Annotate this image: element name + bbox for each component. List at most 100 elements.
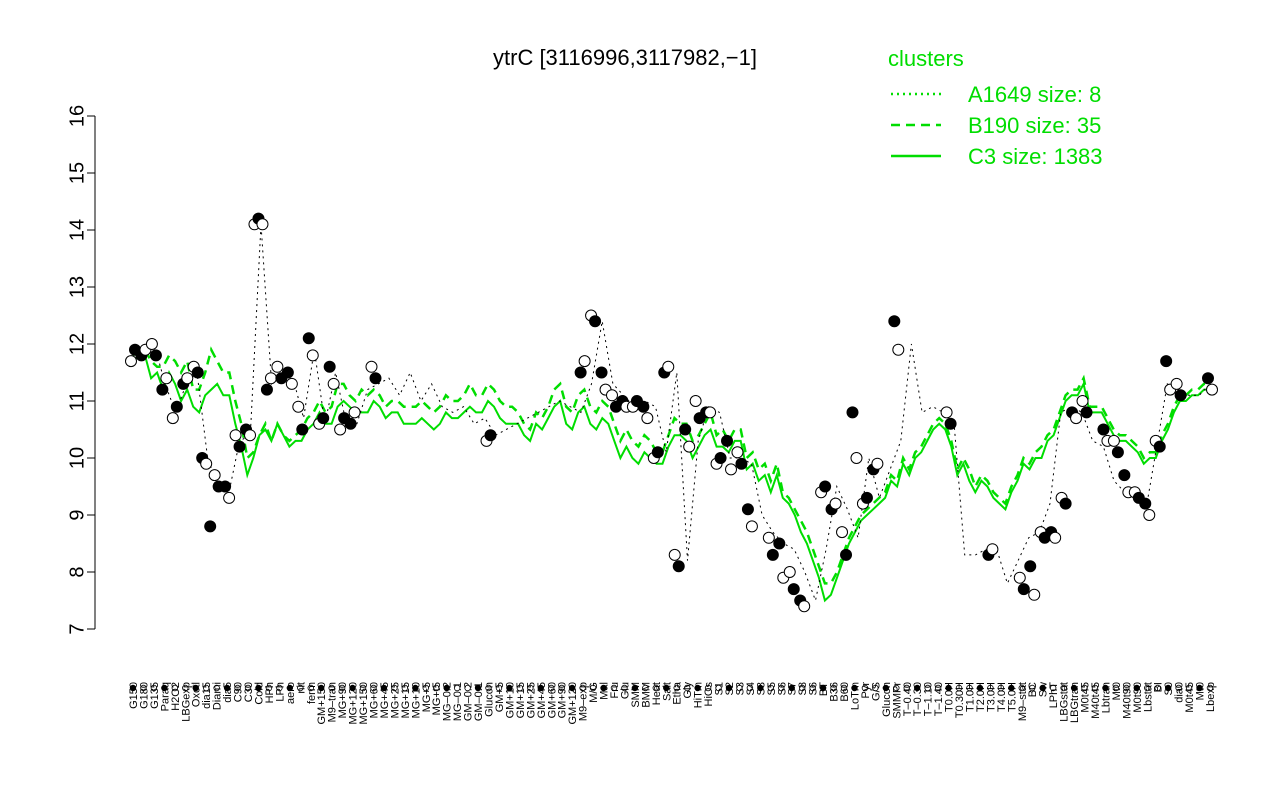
x-tick-label: S6 <box>808 682 820 695</box>
x-tick-label: T0.30H <box>954 682 966 718</box>
data-point <box>1024 560 1037 573</box>
y-tick-label: 10 <box>66 447 88 469</box>
x-tick-marker <box>809 684 816 692</box>
data-point <box>1170 377 1183 390</box>
data-point <box>170 400 183 413</box>
x-tick-marker <box>663 684 670 692</box>
x-tick-marker <box>819 684 827 692</box>
x-tick-label: MG+10 <box>410 682 422 718</box>
x-tick-label: S7 <box>787 682 799 695</box>
x-tick-label: Mt0 <box>1111 682 1123 700</box>
legend-label: A1649 size: 8 <box>968 82 1101 107</box>
x-tick-label: MG+15 <box>400 682 412 718</box>
x-tick-marker <box>171 684 179 692</box>
x-tick-marker <box>192 684 199 692</box>
x-tick-label: B36 <box>829 682 841 702</box>
x-tick-label: T–0.30 <box>912 682 924 716</box>
data-point <box>574 366 587 379</box>
x-tick-label: BT <box>818 682 830 696</box>
series-line-dotted <box>132 224 1211 603</box>
x-tick-label: GM+90 <box>557 682 569 718</box>
plot-area <box>125 212 1218 613</box>
data-point <box>208 469 221 482</box>
x-tick-label: LBGstat <box>1059 682 1071 722</box>
x-tick-marker <box>255 684 262 692</box>
x-tick-label: Lbtran <box>1100 682 1112 713</box>
x-tick-label: MG+25 <box>389 682 401 718</box>
x-tick-marker <box>506 684 513 692</box>
x-tick-label: M9–stat <box>1017 682 1029 721</box>
x-tick-label: Pyr <box>860 682 872 699</box>
data-point <box>244 429 257 442</box>
data-point <box>365 360 378 373</box>
data-point <box>888 315 901 328</box>
data-point <box>773 537 786 550</box>
x-tick-label: Mal <box>599 682 611 700</box>
x-tick-label: BI <box>1153 682 1165 692</box>
data-point <box>1070 412 1083 425</box>
data-point <box>1143 509 1156 521</box>
data-point <box>662 360 675 373</box>
x-tick-marker <box>746 684 754 692</box>
x-tick-label: S0 <box>1163 682 1175 695</box>
data-point <box>944 417 957 430</box>
data-point <box>191 366 204 379</box>
data-point <box>846 406 859 419</box>
x-tick-label: LPh <box>274 682 286 702</box>
data-point <box>160 372 173 385</box>
x-tick-marker <box>370 684 377 692</box>
data-point <box>1097 423 1110 436</box>
x-tick-marker <box>589 684 597 692</box>
x-tick-label: ferm <box>306 682 318 704</box>
x-tick-label: S6 <box>776 682 788 695</box>
x-tick-marker <box>516 684 524 692</box>
x-tick-marker <box>182 684 189 692</box>
data-point <box>1118 469 1131 482</box>
x-tick-marker <box>830 684 837 692</box>
x-tick-marker <box>422 684 429 692</box>
data-point <box>229 429 242 442</box>
x-tick-label: dia0 <box>1174 682 1186 703</box>
legend: clusters A1649 size: 8 B190 size: 35 C3 si… <box>888 46 1103 169</box>
data-point <box>871 457 884 470</box>
x-tick-marker <box>537 684 544 692</box>
data-point <box>860 491 873 504</box>
x-tick-label: Mt0 <box>1195 682 1207 700</box>
x-tick-label: GM+45 <box>536 682 548 718</box>
data-point <box>1202 372 1214 385</box>
x-tick-marker <box>380 684 388 692</box>
data-point <box>940 406 953 419</box>
x-tick-marker <box>840 684 848 692</box>
x-tick-marker <box>485 684 492 692</box>
x-tick-marker <box>1008 684 1015 692</box>
x-tick-label: Heat <box>651 682 663 705</box>
data-point <box>327 377 340 390</box>
x-tick-label: dia15 <box>201 682 213 709</box>
x-tick-marker <box>150 684 158 692</box>
x-tick-label: Etha <box>672 681 684 705</box>
y-tick-label: 12 <box>66 333 88 355</box>
x-tick-label: LBGexp <box>180 682 192 722</box>
x-tick-label: SMMPr <box>891 682 903 719</box>
x-tick-marker <box>548 684 555 692</box>
x-tick-marker <box>286 684 294 692</box>
x-tick-label: MG–0.2 <box>442 682 454 721</box>
x-tick-label: LPhT <box>1048 682 1060 709</box>
x-tick-label: S8 <box>797 682 809 695</box>
x-tick-marker <box>673 684 680 692</box>
data-point <box>714 452 727 464</box>
x-tick-label: Fru <box>609 682 621 699</box>
x-tick-label: MG+45 <box>379 682 391 718</box>
x-tick-label: M0t45 <box>1080 682 1092 713</box>
data-point <box>292 400 305 413</box>
x-tick-marker <box>129 684 137 692</box>
x-tick-label: S5 <box>766 682 778 695</box>
data-point <box>271 360 284 373</box>
data-point <box>1153 440 1166 453</box>
x-tick-marker <box>234 684 241 692</box>
data-point <box>741 503 754 516</box>
data-point <box>721 434 734 447</box>
data-point <box>296 423 309 436</box>
data-point <box>204 520 217 533</box>
x-tick-marker <box>495 684 503 692</box>
